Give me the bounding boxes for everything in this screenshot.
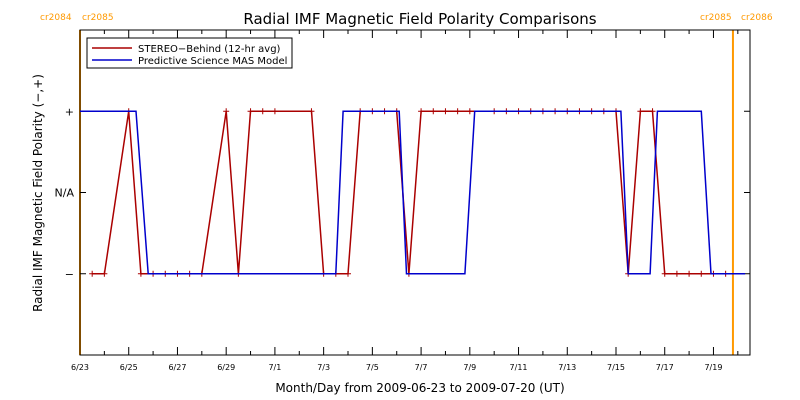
- series-line-1: [92, 110, 726, 275]
- data-point: [661, 270, 668, 277]
- series-layer: [80, 108, 746, 277]
- x-tick-label: 7/11: [510, 363, 528, 372]
- x-tick-label: 7/5: [366, 363, 379, 372]
- cr-marker-right-label-1: cr2085: [82, 13, 114, 23]
- cr-marker-left-label-2: cr2085: [700, 13, 732, 23]
- legend-label-stereo: STEREO−Behind (12-hr avg): [138, 44, 281, 55]
- data-point: [223, 108, 230, 115]
- data-point: [101, 270, 108, 277]
- x-tick-label: 7/15: [607, 363, 625, 372]
- data-point: [137, 270, 144, 277]
- data-point: [418, 108, 425, 115]
- data-point: [466, 108, 473, 115]
- x-tick-label: 6/25: [120, 363, 138, 372]
- data-point: [454, 108, 461, 115]
- data-point: [89, 270, 96, 277]
- x-tick-label: 7/19: [704, 363, 722, 372]
- legend-box: [86, 37, 293, 69]
- data-point: [308, 108, 315, 115]
- x-tick-label: 7/17: [656, 363, 674, 372]
- y-tick-label: −: [65, 268, 74, 281]
- x-axis: 6/23 6/25 6/27 6/29 7/1 7/3 7/5 7/7 7/9 7/11 7/13 7…: [71, 30, 739, 372]
- data-point: [637, 108, 644, 115]
- data-point: [686, 270, 693, 277]
- x-tick-label: 7/13: [558, 363, 576, 372]
- data-point: [649, 108, 656, 115]
- legend-label-mas: Predictive Science MAS Model: [138, 56, 287, 67]
- data-point: [259, 108, 266, 115]
- data-point: [247, 108, 254, 115]
- y-axis-label: Radial IMF Magnetic Field Polarity (−,+): [31, 74, 45, 312]
- x-tick-label: 6/27: [168, 363, 186, 372]
- x-axis-label: Month/Day from 2009-06-23 to 2009-07-20 …: [275, 381, 564, 395]
- data-point: [345, 270, 351, 277]
- y-tick-label: N/A: [55, 187, 75, 200]
- cr-marker-left-label-1: cr2084: [40, 13, 72, 23]
- series-line-2: [80, 110, 746, 275]
- data-point: [442, 108, 449, 115]
- x-tick-label: 7/9: [463, 363, 476, 372]
- data-point: [698, 270, 705, 277]
- legend: STEREO−Behind (12-hr avg) Predictive Sci…: [86, 37, 293, 69]
- chart-title: Radial IMF Magnetic Field Polarity Compa…: [243, 10, 596, 28]
- x-tick-label: 7/7: [415, 363, 428, 372]
- y-tick-label: +: [65, 105, 74, 118]
- x-tick-label: 6/23: [71, 363, 89, 372]
- data-point: [271, 108, 278, 115]
- data-point: [673, 270, 680, 277]
- x-tick-label: 7/3: [317, 363, 330, 372]
- cr-marker-right-label-2: cr2086: [741, 13, 773, 23]
- x-tick-label: 7/1: [268, 363, 281, 372]
- data-point: [430, 108, 437, 115]
- x-tick-label: 6/29: [217, 363, 235, 372]
